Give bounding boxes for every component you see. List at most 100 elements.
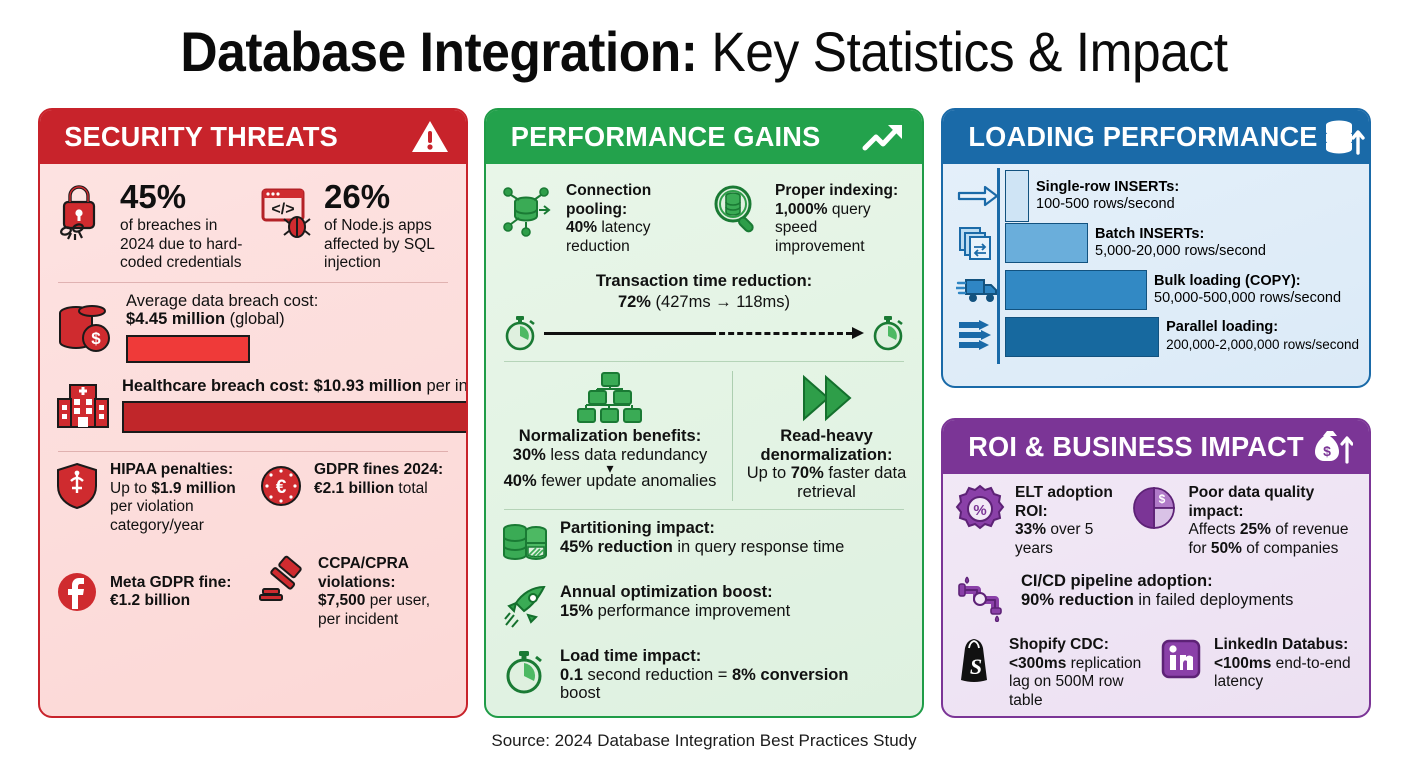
meta-row: Meta GDPR fine: €1.2 billion [54, 555, 248, 629]
security-threats-card: SECURITY THREATS [38, 108, 468, 718]
pooling-value: 40% [566, 219, 598, 236]
loading-label-2: Bulk loading (COPY) [1154, 272, 1296, 289]
avg-breach-cost-row: $ Average data breach cost: $4.45 millio… [54, 292, 452, 363]
healthcare-breach-row: Healthcare breach cost: $10.93 million p… [54, 376, 466, 433]
linkedin-value: <100ms [1214, 654, 1272, 672]
hipaa-line2: per violation category/year [110, 498, 204, 534]
loadtime-value: 0.1 [560, 665, 583, 684]
healthcare-label: Healthcare breach cost: [122, 376, 314, 395]
elt-suffix: over 5 years [1015, 521, 1094, 557]
breaches-percent: 45% [120, 178, 187, 215]
indexing-suffix: query speed improvement [775, 200, 871, 255]
stat-breaches: 45% of breaches in 2024 due to hard-code… [54, 180, 248, 273]
annual-label: Annual optimization boost: [560, 583, 773, 601]
warning-triangle-icon [410, 119, 450, 155]
divider [58, 451, 448, 452]
hipaa-label: HIPAA penalties: [110, 461, 234, 478]
annual-suffix: performance improvement [593, 601, 791, 620]
security-card-header: SECURITY THREATS [40, 110, 466, 164]
meta-label: Meta GDPR fine: [110, 573, 232, 591]
normalization-label: Normalization benefits: [518, 427, 702, 445]
ccpa-suffix: per user, per incident [318, 592, 431, 628]
stopwatch-icon [500, 647, 550, 697]
partitioned-database-icon [500, 519, 550, 567]
gavel-icon [258, 555, 308, 607]
elt-adoption-row: % ELT adoption ROI: 33% over 5 years [955, 484, 1122, 558]
cicd-row: CI/CD pipeline adoption: 90% reduction i… [955, 572, 1357, 622]
transaction-label: Transaction time reduction: [595, 272, 813, 290]
linkedin-label: LinkedIn Databus: [1214, 636, 1349, 653]
loading-bar-row: Single-row INSERTs: 100-500 rows/second [951, 169, 1359, 222]
roi-business-impact-card: ROI & BUSINESS IMPACT $ % [941, 418, 1371, 718]
shopify-suffix: replication lag on 500M row table [1009, 654, 1142, 709]
security-card-body: 45% of breaches in 2024 due to hard-code… [40, 164, 466, 639]
rocket-icon [500, 583, 550, 631]
ccpa-value: $7,500 [318, 592, 366, 609]
down-caret-icon: ▾ [606, 460, 614, 476]
avg-breach-suffix: (global) [225, 310, 285, 328]
stat-sql-injection: </> 26% of Node.js apps affected by SQL … [258, 180, 452, 273]
loading-label-0: Single-row INSERTs [1036, 178, 1175, 195]
quality-label: Poor data quality impact: [1188, 484, 1315, 520]
elt-label: ELT adoption ROI: [1015, 484, 1113, 520]
linkedin-suffix: end-to-end latency [1214, 654, 1351, 691]
loading-bar-row: Parallel loading: 200,000-2,000,000 rows… [951, 313, 1359, 360]
normalization-r1: less data redundancy [545, 445, 708, 464]
loading-value-1: 5,000-20,000 rows/second [1095, 242, 1266, 259]
pooling-suffix: latency reduction [566, 219, 651, 255]
money-stack-icon: $ [54, 297, 116, 357]
performance-header-title: PERFORMANCE GAINS [510, 121, 821, 152]
broken-lock-icon [54, 180, 110, 242]
colon: : [1295, 272, 1301, 289]
svg-text:S: S [970, 654, 982, 679]
vertical-divider [732, 371, 734, 501]
connection-pooling-row: Connection pooling: 40% latency reductio… [500, 182, 699, 256]
sql-desc: of Node.js apps affected by SQL injectio… [324, 217, 435, 271]
hipaa-value: $1.9 million [151, 479, 236, 497]
triple-arrow-icon [951, 319, 1005, 354]
medical-shield-icon [54, 461, 100, 511]
security-header-title: SECURITY THREATS [64, 121, 338, 152]
quality-v2: 50% [1210, 539, 1242, 557]
hipaa-pre: Up to [110, 479, 152, 497]
loading-bar-row: Bulk loading (COPY): 50,000-500,000 rows… [951, 266, 1359, 313]
pie-chart-dollar-icon: $ [1130, 484, 1178, 534]
loading-card-header: LOADING PERFORMANCE [943, 110, 1369, 164]
cicd-label: CI/CD pipeline adoption: [1021, 572, 1213, 590]
bar-bulk-loading [1005, 269, 1147, 310]
annual-boost-row: Annual optimization boost: 15% performan… [500, 583, 908, 631]
facebook-icon [54, 568, 100, 616]
avg-breach-value: $4.45 million [126, 310, 226, 328]
source-caption: Source: 2024 Database Integration Best P… [491, 731, 917, 750]
loading-chart: Single-row INSERTs: 100-500 rows/second … [943, 164, 1369, 366]
svg-text:</>: </> [271, 201, 294, 218]
ccpa-label: CCPA/CPRA violations: [318, 555, 409, 591]
denorm-pre: Up to [746, 464, 791, 482]
elt-value: 33% [1015, 521, 1047, 538]
magnifier-database-icon [709, 182, 765, 238]
bar-single-row-inserts [1005, 169, 1029, 222]
denorm-label1: Read-heavy [780, 427, 873, 445]
loading-value-0: 100-500 rows/second [1036, 195, 1175, 212]
performance-card-header: PERFORMANCE GAINS [486, 110, 922, 164]
sql-percent: 26% [324, 178, 391, 215]
loading-bar-row: Batch INSERTs: 5,000-20,000 rows/second [951, 219, 1359, 266]
partitioning-suffix: in query response time [672, 537, 845, 556]
euro-coin-icon: € [258, 461, 304, 511]
code-window-bug-icon: </> [258, 180, 314, 242]
avg-breach-bar [126, 334, 250, 363]
quality-pre: Affects [1188, 521, 1240, 538]
delivery-truck-icon [951, 274, 1005, 306]
transaction-time-block: Transaction time reduction: 72% (427ms →… [500, 272, 908, 353]
svg-text:€: € [276, 477, 287, 498]
ccpa-row: CCPA/CPRA violations: $7,500 per user, p… [258, 555, 452, 629]
fast-forward-icon [745, 371, 908, 425]
shopify-label: Shopify CDC: [1009, 636, 1109, 653]
linkedin-icon [1160, 636, 1204, 682]
single-arrow-icon [951, 184, 1005, 208]
denorm-suffix: faster data retrieval [797, 464, 907, 501]
normalization-block: Normalization benefits: 30% less data re… [500, 371, 720, 501]
gdpr-label: GDPR fines 2024: [314, 461, 444, 478]
stacked-pages-icon [951, 225, 1005, 261]
quality-v1: 25% [1239, 521, 1271, 538]
